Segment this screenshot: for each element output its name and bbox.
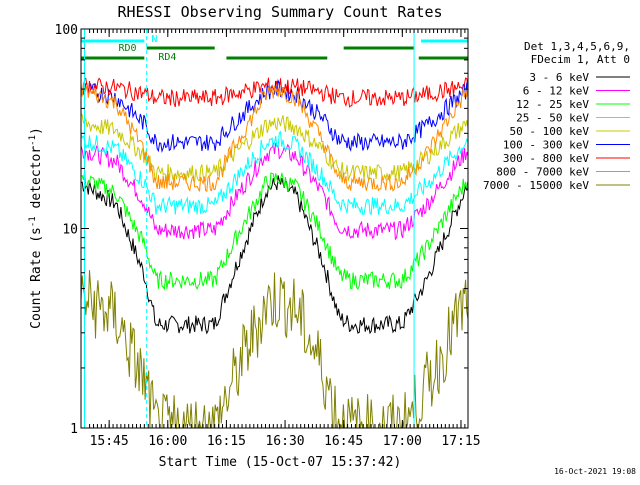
x-tick-label-4: 16:45 (324, 434, 363, 449)
x-tick-label-2: 16:15 (207, 434, 246, 449)
legend-label-0: 3 - 6 keV (529, 71, 589, 84)
x-axis-label: Start Time (15-Oct-07 15:37:42) (159, 455, 402, 470)
series-line-1 (80, 142, 469, 241)
flag-label-1: RD0 (119, 43, 137, 54)
timestamp: 16-Oct-2021 19:08 (554, 467, 636, 476)
series-layer (80, 77, 469, 430)
legend-label-4: 50 - 100 keV (510, 125, 590, 138)
y-tick-label-0: 1 (70, 422, 78, 437)
series-line-4 (80, 113, 469, 183)
y-axis-label-sup2: -1 (28, 135, 38, 146)
legend-label-6: 300 - 800 keV (503, 152, 589, 165)
y-axis-label-main: Count Rate (s (29, 227, 44, 329)
legend-label-3: 25 - 50 keV (516, 112, 589, 125)
x-tick-label-1: 16:00 (148, 434, 187, 449)
legend-label-1: 6 - 12 keV (523, 85, 590, 98)
y-axis-label-sup1: -1 (28, 216, 38, 227)
flag-label-0: N (151, 34, 157, 45)
series-line-8 (80, 270, 469, 430)
y-tick-label-2: 100 (55, 23, 78, 38)
axes-layer: 1 10 100 15:45 16:00 16:15 16:30 16:45 17:00 17:1… (55, 23, 481, 449)
x-tick-label-6: 17:15 (441, 434, 480, 449)
legend: Det 1,3,4,5,6,9,FDecim 1, Att 0 3 - 6 keV… (483, 40, 630, 192)
series-line-5 (80, 78, 469, 154)
y-axis-label-end: ) (29, 127, 44, 135)
series-line-0 (80, 175, 469, 335)
x-tick-label-5: 17:00 (383, 434, 422, 449)
flag-label-2: RD4 (158, 52, 176, 63)
legend-label-8: 7000 - 15000 keV (483, 179, 589, 192)
legend-header-0: Det 1,3,4,5,6,9, (524, 40, 630, 53)
series-line-7 (80, 82, 469, 193)
legend-label-7: 800 - 7000 keV (496, 166, 589, 179)
legend-label-2: 12 - 25 keV (516, 98, 589, 111)
legend-header-1: FDecim 1, Att 0 (531, 53, 630, 66)
y-axis-label: Count Rate (s-1 detector-1) (28, 127, 44, 329)
series-line-3 (80, 130, 469, 216)
legend-label-5: 100 - 300 keV (503, 139, 589, 152)
x-tick-label-3: 16:30 (265, 434, 304, 449)
y-tick-label-1: 10 (62, 223, 78, 238)
y-axis-label-mid: detector (29, 146, 44, 217)
series-line-2 (80, 171, 469, 291)
chart-title: RHESSI Observing Summary Count Rates (117, 3, 442, 21)
x-tick-label-0: 15:45 (90, 434, 129, 449)
